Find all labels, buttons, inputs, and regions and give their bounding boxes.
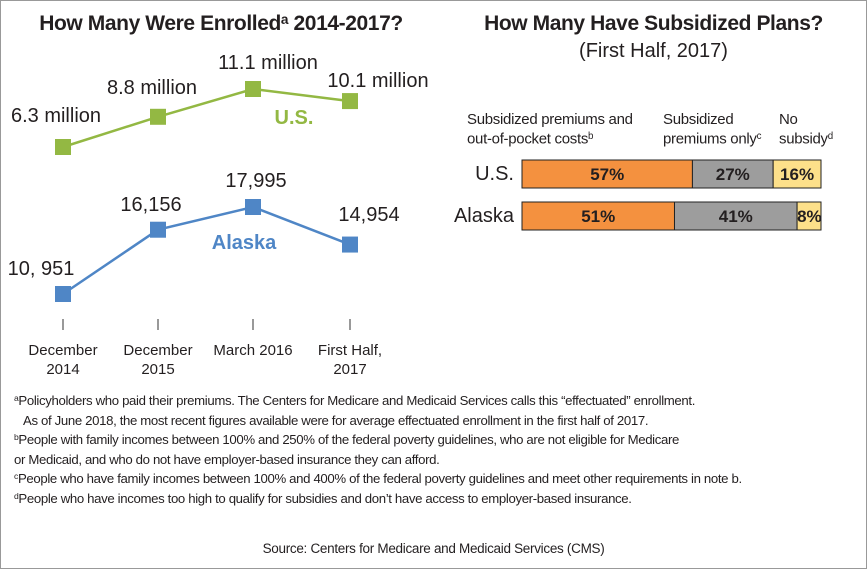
data-label: 57% [590,165,625,184]
data-label: 10, 951 [7,258,75,280]
data-label: 41% [718,207,753,226]
footnote: or Medicaid, and who do not have employe… [14,451,440,467]
chart-subtitle: (First Half, 2017) [579,40,728,62]
footnote: cPeople who have family incomes between … [14,472,742,485]
point [55,139,71,155]
source: Source: Centers for Medicare and Medicai… [262,541,605,556]
footnote-mark: c [14,471,18,482]
data-label: 16,156 [120,193,182,216]
y-tick-label: Alaska [453,205,514,227]
legend-label: Subsidized premiums onlyc [663,111,783,147]
legend-note: b [588,130,594,142]
legend-note: d [827,130,833,142]
data-label: 27% [715,165,750,184]
x-tick-label: December 2014 [28,342,98,378]
x-tick-label: December 2015 [123,342,193,378]
legend-text: No subsidy [779,110,828,147]
series-line [62,87,351,149]
legend-text: Subsidized premiums only [663,110,757,147]
point [342,93,358,110]
footnote-text: As of June 2018, the most recent figures… [23,412,649,428]
footnote-mark: a [14,393,19,404]
footnote: dPeople who have incomes too high to qua… [14,490,632,506]
data-label: 14,954 [338,203,400,226]
footnote-mark: b [14,432,19,443]
legend-label: No subsidyd [779,111,849,147]
footnote: bPeople with family incomes between 100%… [14,433,679,446]
bar-segment [772,159,822,189]
data-label: 11.1 million [218,52,318,74]
legend-text: Subsidized premiums and out-of-pocket co… [467,110,633,147]
series-name: Alaska [211,232,277,254]
footnote-text: People who have incomes too high to qual… [18,490,632,506]
data-label: 16% [780,165,815,184]
point [55,286,71,302]
footnote-text: Policyholders who paid their premiums. T… [18,393,696,408]
footnote: aPolicyholders who paid their premiums. … [14,394,695,407]
footnote-text: People with family incomes between 100% … [18,432,680,447]
footnote-text: People who have family incomes between 1… [17,471,742,486]
data-label: 8% [797,207,822,226]
x-tick-label: First Half, 2017 [317,342,383,378]
chart-title: How Many Were Enrolleda 2014-2017? [1,13,441,34]
legend-note: c [756,130,762,142]
legend-label: Subsidized premiums and out-of-pocket co… [467,111,657,147]
data-label: 8.8 million [106,76,198,99]
footnote-text: or Medicaid, and who do not have employe… [14,451,440,467]
data-label: 51% [581,207,616,226]
y-tick-label: U.S. [475,163,514,185]
point [245,199,261,215]
x-tick-label: March 2016 [213,342,293,359]
data-label: 10.1 million [327,70,429,93]
point [150,221,166,238]
title-suffix: 2014-2017? [288,12,404,36]
data-label: 17,995 [225,170,287,192]
chart-title: How Many Have Subsidized Plans? [484,12,823,35]
point [342,236,358,253]
footnote: As of June 2018, the most recent figures… [23,412,649,428]
bar-segment [796,201,822,231]
series-name: U.S. [274,107,314,129]
title-text: How Many Were Enrolled [39,12,281,36]
data-label: 6.3 million [10,105,102,127]
series-line [62,205,351,296]
bar-segment [673,201,798,231]
title-note: a [280,12,289,27]
bar-segment [691,159,774,189]
footnote-mark: d [14,490,19,501]
point [245,81,261,97]
point [150,108,166,125]
bar-segment [521,201,675,231]
